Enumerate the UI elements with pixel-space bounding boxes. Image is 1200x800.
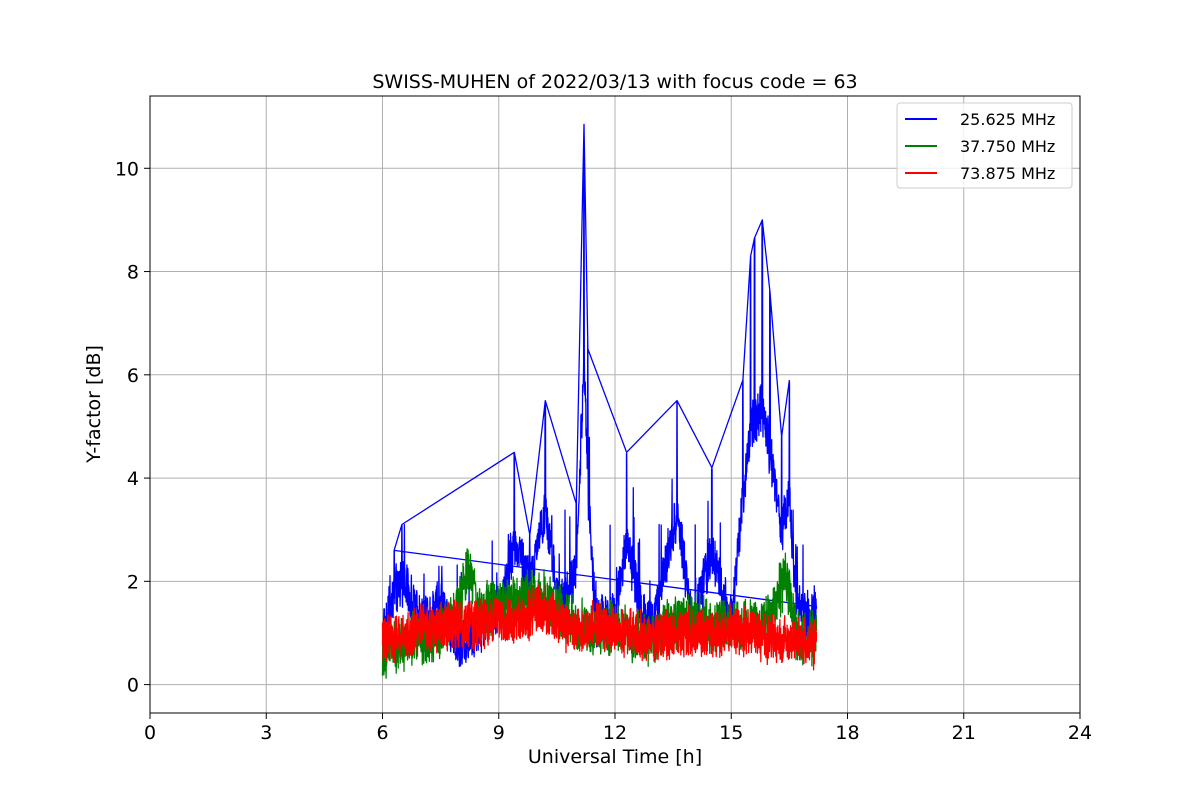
series-line [381, 584, 818, 671]
x-tick-label: 15 [719, 722, 743, 744]
legend-label: 25.625 MHz [960, 110, 1055, 129]
legend-label: 37.750 MHz [960, 137, 1055, 156]
x-tick-label: 18 [835, 722, 859, 744]
x-tick-label: 3 [260, 722, 272, 744]
legend: 25.625 MHz 37.750 MHz 73.875 MHz [896, 102, 1073, 189]
x-tick-label: 12 [603, 722, 627, 744]
y-tick-label: 8 [127, 262, 139, 284]
x-tick-label: 6 [376, 722, 388, 744]
chart-title: SWISS-MUHEN of 2022/03/13 with focus cod… [372, 71, 857, 93]
legend-box [896, 102, 1073, 189]
y-tick-label: 4 [127, 468, 139, 490]
y-tick-label: 10 [115, 158, 139, 180]
x-tick-label: 21 [952, 722, 976, 744]
y-tick-label: 0 [127, 675, 139, 697]
y-tick-label: 2 [127, 571, 139, 593]
x-tick-label: 0 [144, 722, 156, 744]
x-axis-title: Universal Time [h] [528, 746, 702, 768]
y-axis-title: Y-factor [dB] [83, 345, 105, 464]
x-tick-label: 9 [493, 722, 505, 744]
x-tick-label: 24 [1068, 722, 1092, 744]
series-layer [381, 123, 818, 679]
y-tick-label: 6 [127, 365, 139, 387]
legend-label: 73.875 MHz [960, 164, 1055, 183]
